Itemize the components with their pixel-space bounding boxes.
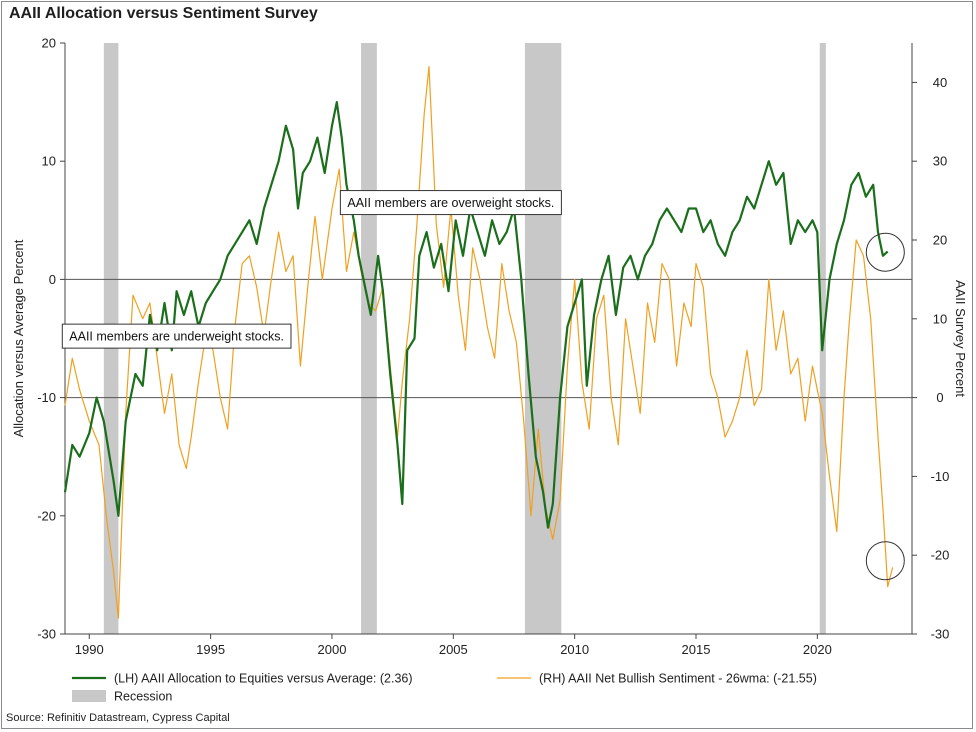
left-tick-label: -20 (37, 508, 56, 523)
right-tick-label: 20 (933, 233, 947, 248)
left-tick-label: 10 (42, 154, 56, 169)
legend-item-sentiment-label: (RH) AAII Net Bullish Sentiment - 26wma:… (539, 672, 817, 686)
annotation-text: AAII members are overweight stocks. (347, 196, 554, 210)
annotation-text: AAII members are underweight stocks. (69, 330, 284, 344)
x-tick-label: 2020 (803, 642, 832, 657)
right-tick-label: 0 (936, 390, 943, 405)
legend-item-recession-swatch (72, 690, 106, 702)
source-note: Source: Refinitiv Datastream, Cypress Ca… (6, 712, 230, 724)
right-tick-label: 40 (933, 75, 947, 90)
right-tick-label: 30 (933, 154, 947, 169)
right-tick-label: -10 (931, 469, 950, 484)
left-tick-label: -10 (37, 390, 56, 405)
highlight-circle-0 (865, 232, 905, 272)
x-tick-label: 1990 (75, 642, 104, 657)
x-tick-label: 2010 (560, 642, 589, 657)
left-tick-label: -30 (37, 627, 56, 642)
left-tick-label: 0 (49, 272, 56, 287)
legend-item-sentiment: (RH) AAII Net Bullish Sentiment - 26wma:… (497, 672, 817, 686)
right-tick-label: -30 (931, 627, 950, 642)
x-tick-label: 2005 (439, 642, 468, 657)
legend-item-allocation-label: (LH) AAII Allocation to Equities versus … (114, 672, 413, 686)
right-axis-title: AAII Survey Percent (953, 280, 968, 397)
annotation-0: AAII members are overweight stocks. (339, 190, 562, 216)
highlight-circle-1 (865, 541, 905, 581)
recession-band-2 (524, 43, 562, 634)
left-axis-title: Allocation versus Average Percent (11, 239, 26, 437)
right-tick-label: 10 (933, 311, 947, 326)
x-tick-label: 2000 (318, 642, 347, 657)
right-tick-label: -20 (931, 548, 950, 563)
annotation-box (339, 190, 562, 216)
x-tick-label: 1995 (196, 642, 225, 657)
legend-item-recession: Recession (72, 690, 172, 704)
legend-item-recession-label: Recession (114, 690, 172, 704)
recession-band-1 (361, 43, 377, 634)
series-line-allocation (63, 100, 889, 529)
x-tick-label: 2015 (682, 642, 711, 657)
chart-title: AAII Allocation versus Sentiment Survey (9, 5, 318, 22)
legend-item-allocation: (LH) AAII Allocation to Equities versus … (72, 672, 413, 686)
annotation-box (61, 323, 292, 349)
annotation-1: AAII members are underweight stocks. (61, 323, 292, 349)
left-tick-label: 20 (42, 36, 56, 51)
